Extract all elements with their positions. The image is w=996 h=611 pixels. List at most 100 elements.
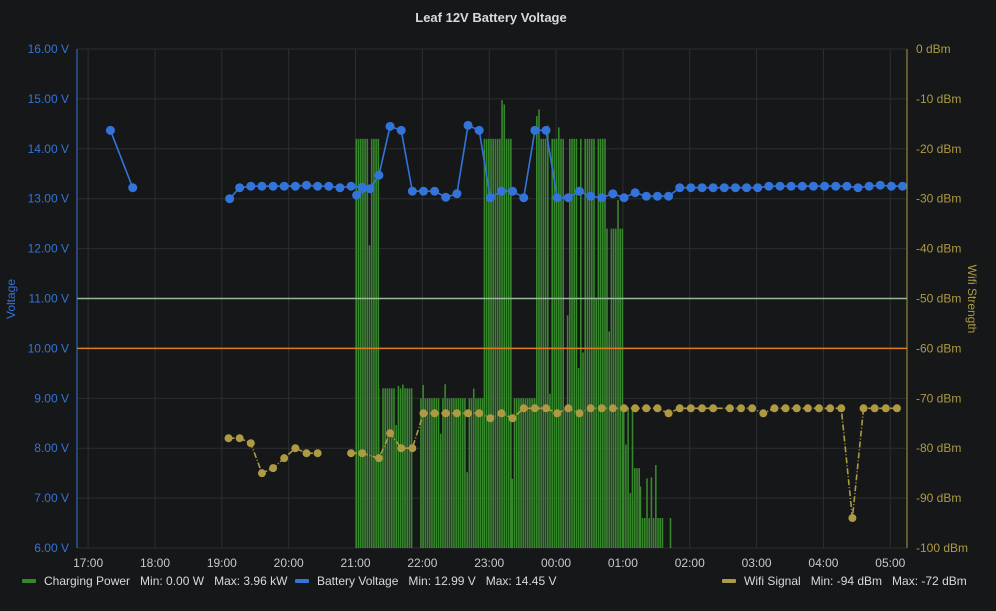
battery-voltage-point [407, 186, 417, 196]
charging-power-bar [362, 138, 364, 548]
legend-max: Max: 14.45 V [485, 574, 557, 588]
charging-power-bar [529, 398, 531, 548]
battery-voltage-point [797, 181, 807, 191]
charging-power-bar [422, 384, 424, 548]
y-tick-left: 16.00 V [28, 42, 69, 56]
charging-power-bar [542, 138, 545, 548]
legend-item-charging-power[interactable]: Charging Power Min: 0.00 W Max: 3.96 kW [22, 574, 297, 588]
battery-voltage-line [109, 130, 134, 189]
wifi-signal-point [508, 414, 517, 423]
x-tick: 22:00 [407, 556, 437, 570]
battery-voltage-point [128, 183, 138, 193]
charging-power-bar [634, 468, 636, 548]
y-tick-left: 7.00 V [34, 491, 69, 505]
wifi-signal-point [781, 404, 790, 413]
wifi-signal-point [748, 404, 757, 413]
charging-power-bar [377, 388, 380, 548]
x-tick: 05:00 [875, 556, 905, 570]
charging-power-bar [586, 138, 589, 548]
wifi-signal-point [870, 404, 879, 413]
battery-voltage-point [324, 181, 334, 191]
charging-power-bar [499, 138, 501, 548]
charging-power-bar [513, 398, 516, 548]
wifi-signal-point [770, 404, 779, 413]
charging-power-bar [393, 388, 395, 548]
charging-power-bar [564, 408, 567, 548]
charging-power-bar [466, 472, 468, 548]
charging-power-bar [573, 138, 576, 548]
y-tick-left: 13.00 V [28, 192, 69, 206]
battery-voltage-point [290, 181, 300, 191]
charging-power-bar [472, 388, 475, 548]
wifi-signal-point [653, 404, 662, 413]
wifi-signal-point [859, 404, 868, 413]
battery-voltage-point [357, 182, 367, 192]
x-tick: 03:00 [742, 556, 772, 570]
wifi-signal-point [519, 404, 528, 413]
charging-power-bar [444, 384, 446, 548]
battery-voltage-point [541, 125, 551, 135]
charging-power-bar [402, 384, 404, 548]
battery-voltage-point [313, 181, 323, 191]
wifi-signal-point [475, 409, 484, 418]
legend-swatch [722, 579, 736, 583]
battery-voltage-point [842, 181, 852, 191]
legend-item-wifi-signal[interactable]: Wifi Signal Min: -94 dBm Max: -72 dBm [722, 574, 977, 588]
charging-power-bar [375, 138, 377, 548]
charging-power-bar [370, 138, 373, 548]
legend: Charging Power Min: 0.00 W Max: 3.96 kW … [0, 574, 996, 594]
charging-power-bar [397, 385, 400, 548]
charging-power-bar [636, 468, 638, 548]
charging-power-bar [621, 228, 624, 548]
wifi-signal-point [257, 469, 266, 478]
charging-power-bar [382, 388, 384, 548]
battery-voltage-point [686, 183, 696, 193]
wifi-signal-point [564, 404, 573, 413]
wifi-signal-point [408, 444, 417, 453]
wifi-signal-point [386, 429, 395, 438]
x-tick: 17:00 [73, 556, 103, 570]
charging-power-bar [424, 398, 427, 548]
charging-power-bar [602, 138, 604, 548]
wifi-signal-point [235, 434, 244, 443]
x-tick: 04:00 [808, 556, 838, 570]
battery-voltage-point [730, 183, 740, 193]
charging-power-bar [584, 138, 587, 548]
charging-power-bar [437, 398, 440, 548]
battery-voltage-point [742, 183, 752, 193]
charging-power-bar [533, 398, 536, 548]
y-tick-right: -10 dBm [916, 92, 961, 106]
charging-power-bar [608, 331, 610, 548]
charging-power-bar [515, 398, 518, 548]
wifi-signal-point [441, 409, 450, 418]
charging-power-bar [380, 460, 382, 548]
battery-voltage-point [374, 170, 384, 180]
charging-power-bar [524, 398, 527, 548]
y-axis-right-title: Wifi Strength [965, 265, 979, 334]
x-tick: 00:00 [541, 556, 571, 570]
battery-voltage-point [474, 125, 484, 135]
charging-power-bar [399, 388, 402, 548]
charging-power-bars [355, 100, 672, 549]
battery-voltage-point [831, 181, 841, 191]
battery-voltage-point [652, 191, 662, 201]
legend-max: Max: -72 dBm [892, 574, 967, 588]
charging-power-bar [490, 138, 492, 548]
wifi-signal-point [586, 404, 595, 413]
charging-power-bar [520, 398, 522, 548]
charging-power-bar [366, 138, 369, 548]
x-tick: 02:00 [675, 556, 705, 570]
wifi-signal-point [302, 449, 311, 458]
wifi-signal-point [452, 409, 461, 418]
legend-item-battery-voltage[interactable]: Battery Voltage Min: 12.99 V Max: 14.45 … [295, 574, 566, 588]
charging-power-bar [494, 138, 497, 548]
battery-voltage-point [335, 183, 345, 193]
wifi-signal-point [419, 409, 428, 418]
charging-power-bar [547, 125, 549, 548]
charging-power-bar [549, 393, 551, 548]
battery-voltage-point [853, 183, 863, 193]
charging-power-bar [501, 100, 503, 548]
battery-voltage-point [586, 191, 596, 201]
charging-power-bar [522, 398, 525, 548]
wifi-signal-point [759, 409, 768, 418]
